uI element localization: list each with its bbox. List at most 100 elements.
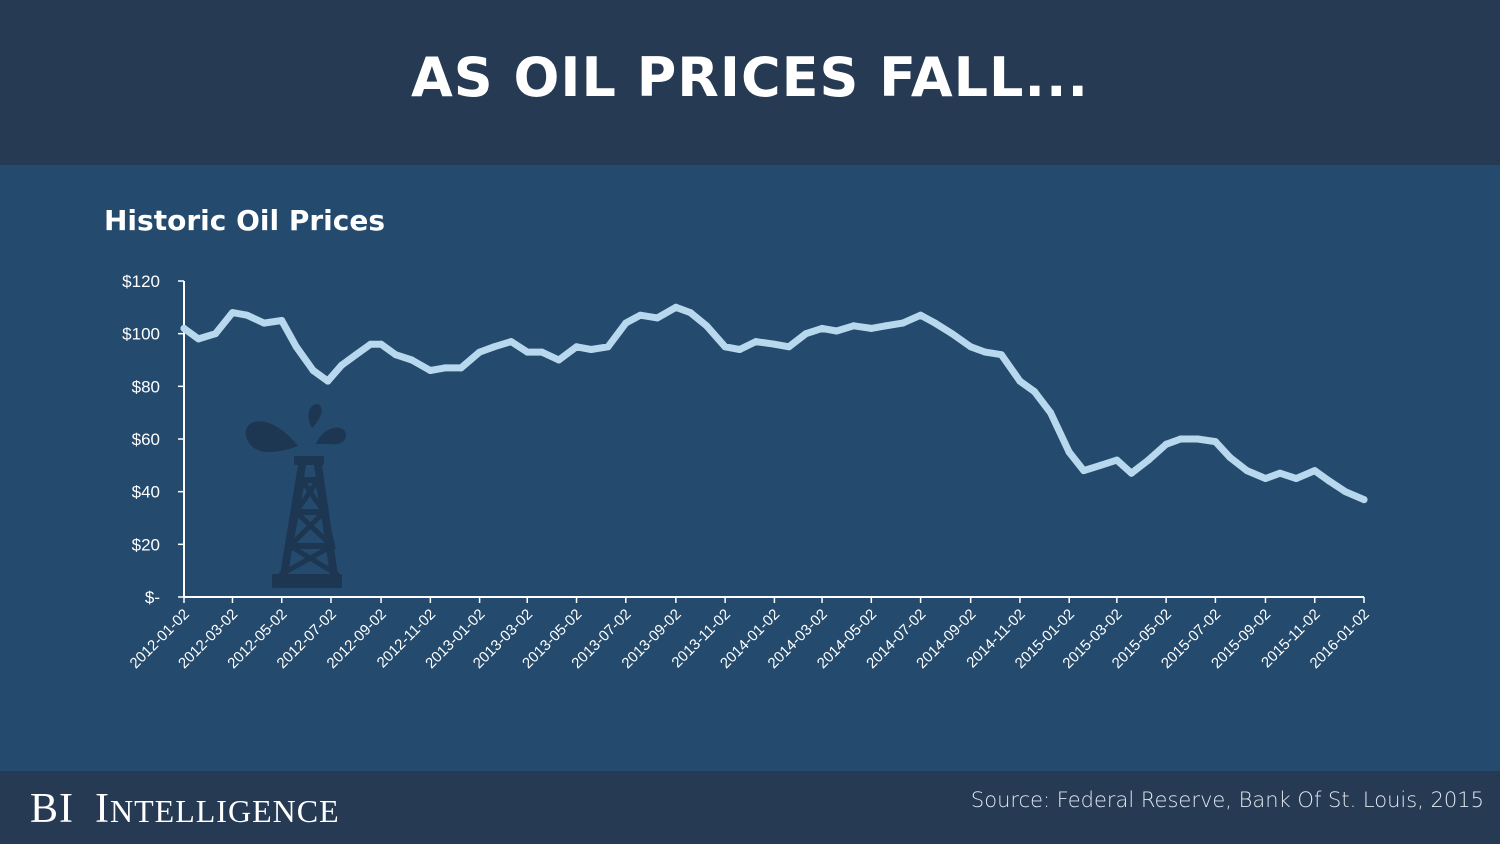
data-point: [1162, 440, 1170, 448]
data-point: [180, 324, 188, 332]
data-point: [833, 327, 841, 335]
data-point: [392, 351, 400, 359]
data-point: [785, 343, 793, 351]
data-point: [948, 330, 956, 338]
data-point: [1031, 388, 1038, 396]
data-point: [441, 364, 449, 372]
y-tick-label: $60: [132, 430, 160, 449]
data-point: [587, 346, 595, 353]
data-point: [703, 322, 711, 330]
data-point: [523, 348, 531, 356]
derrick-cross-3: [294, 510, 334, 548]
data-point: [653, 314, 661, 322]
oil-splash-right: [316, 427, 347, 445]
data-point: [1211, 438, 1219, 446]
data-point: [850, 322, 858, 330]
data-point: [931, 319, 939, 327]
data-point: [324, 377, 332, 385]
derrick-cross-1: [299, 478, 327, 514]
brand-word-rest: NTELLIGENCE: [110, 793, 340, 829]
data-point: [752, 338, 760, 346]
header-bar: AS OIL PRICES FALL...: [0, 0, 1500, 165]
data-point: [457, 364, 465, 372]
data-point: [338, 361, 345, 369]
data-point: [212, 330, 219, 338]
y-tick-label: $120: [122, 272, 160, 291]
oil-derrick-icon: [245, 404, 347, 588]
chart-series: [180, 303, 1368, 504]
data-point: [309, 367, 317, 374]
derrick-cross-6: [278, 543, 334, 578]
data-point: [476, 348, 484, 356]
data-point: [899, 319, 907, 327]
data-point: [229, 309, 236, 317]
data-point: [1341, 488, 1349, 496]
data-point: [1016, 377, 1024, 385]
data-point: [686, 309, 694, 317]
brand-logo: BI INTELLIGENCE: [30, 785, 340, 833]
data-point: [967, 343, 975, 351]
data-point: [538, 348, 546, 356]
data-point: [981, 348, 989, 356]
data-point: [882, 322, 890, 330]
x-axis-ticks: 2012-01-022012-03-022012-05-022012-07-02…: [127, 597, 1373, 672]
y-axis-ticks: $- $20 $40 $60 $80 $100 $120: [122, 272, 184, 607]
brand-word-first: I: [95, 786, 110, 832]
chart-title: Historic Oil Prices: [104, 204, 385, 237]
data-point: [1177, 435, 1185, 443]
data-point: [426, 367, 434, 374]
data-point: [490, 343, 498, 351]
oil-splash-drop: [308, 404, 322, 428]
data-point: [867, 324, 875, 332]
data-point: [997, 351, 1005, 359]
data-point: [377, 340, 385, 348]
data-point: [292, 343, 300, 351]
source-note: Source: Federal Reserve, Bank Of St. Lou…: [970, 788, 1484, 812]
data-point: [636, 311, 644, 319]
y-tick-label: $80: [132, 377, 160, 396]
data-point: [1276, 469, 1284, 477]
y-tick-label: $-: [145, 588, 160, 607]
brand-initials: BI: [30, 786, 74, 832]
data-point: [770, 340, 778, 348]
derrick-base: [272, 574, 342, 588]
data-point: [573, 343, 580, 351]
line-chart: $- $20 $40 $60 $80 $100 $120 2012-01-022012-03…: [122, 272, 1373, 672]
y-tick-label: $100: [122, 325, 160, 344]
data-point: [1194, 435, 1202, 443]
data-point: [818, 324, 826, 332]
data-point: [278, 317, 286, 324]
derrick-cross-5: [288, 543, 340, 578]
data-point: [622, 319, 630, 327]
data-point: [1292, 475, 1300, 482]
data-point: [507, 338, 515, 346]
data-point: [917, 311, 925, 319]
data-point: [555, 356, 563, 364]
derrick-cross-2: [293, 478, 321, 514]
derrick-cross-4: [288, 510, 326, 548]
data-point: [195, 335, 202, 343]
data-point: [721, 343, 729, 351]
data-point: [1325, 477, 1333, 485]
data-point: [1113, 456, 1121, 464]
data-point: [1262, 475, 1269, 482]
derrick-cap: [294, 456, 324, 465]
data-point: [672, 303, 680, 311]
oil-splash-left: [245, 421, 298, 452]
data-point: [1047, 409, 1055, 417]
data-point: [352, 351, 360, 359]
data-point: [260, 319, 268, 327]
series-line: [180, 303, 1368, 504]
y-tick-label: $20: [132, 535, 160, 554]
data-point: [243, 311, 251, 319]
data-point: [736, 346, 744, 353]
data-point: [604, 343, 612, 351]
data-point: [367, 340, 375, 348]
data-point: [1360, 496, 1368, 504]
data-point: [1144, 456, 1152, 464]
data-point: [802, 330, 810, 338]
data-point: [1226, 453, 1234, 461]
y-tick-label: $40: [132, 483, 160, 502]
data-point: [1127, 469, 1135, 477]
